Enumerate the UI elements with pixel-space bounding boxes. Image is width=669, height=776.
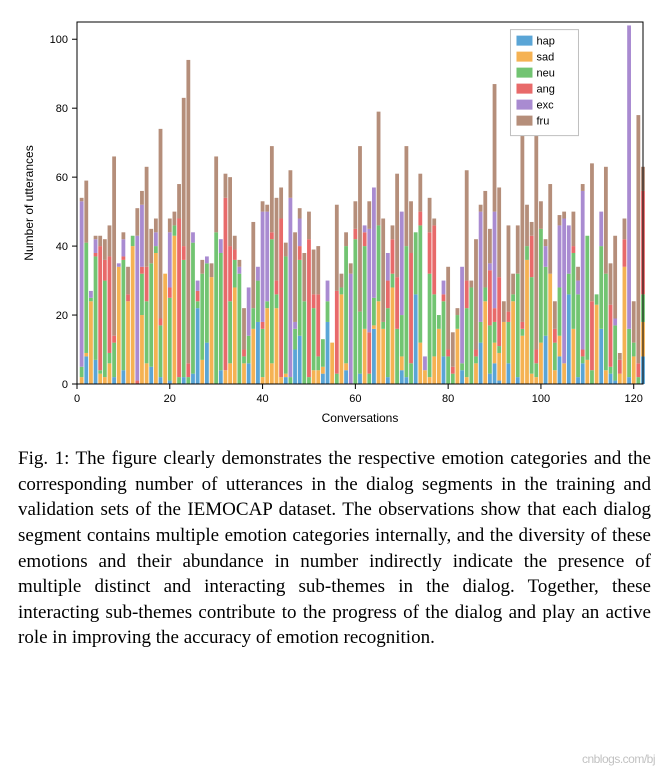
svg-text:80: 80 bbox=[442, 393, 454, 405]
svg-text:100: 100 bbox=[531, 393, 549, 405]
svg-text:60: 60 bbox=[55, 172, 67, 184]
svg-text:exc: exc bbox=[536, 100, 554, 112]
svg-text:ang: ang bbox=[536, 84, 554, 96]
svg-text:20: 20 bbox=[55, 310, 67, 322]
stacked-bar-chart: 0 20 40 60 80 100 0 20 40 60 80 100 120 Conversations… bbox=[15, 12, 655, 432]
svg-text:0: 0 bbox=[73, 393, 79, 405]
caption-label: Fig. 1: bbox=[18, 448, 69, 469]
svg-text:Conversations: Conversations bbox=[321, 411, 398, 425]
svg-text:0: 0 bbox=[61, 379, 67, 391]
svg-text:40: 40 bbox=[256, 393, 268, 405]
svg-text:60: 60 bbox=[349, 393, 361, 405]
svg-text:fru: fru bbox=[536, 116, 549, 128]
svg-text:hap: hap bbox=[536, 36, 554, 48]
chart-container: 0 20 40 60 80 100 0 20 40 60 80 100 120 Conversations… bbox=[15, 12, 655, 432]
svg-text:100: 100 bbox=[49, 34, 67, 46]
figure-caption: Fig. 1: The figure clearly demonstrates … bbox=[12, 446, 657, 651]
svg-text:40: 40 bbox=[55, 241, 67, 253]
svg-text:20: 20 bbox=[163, 393, 175, 405]
caption-text: The figure clearly demonstrates the resp… bbox=[18, 448, 651, 648]
svg-text:sad: sad bbox=[536, 52, 554, 64]
svg-text:Number of utterances: Number of utterances bbox=[22, 145, 36, 260]
svg-text:neu: neu bbox=[536, 68, 554, 80]
svg-text:80: 80 bbox=[55, 103, 67, 115]
watermark: cnblogs.com/bj bbox=[582, 752, 655, 766]
svg-text:120: 120 bbox=[624, 393, 642, 405]
